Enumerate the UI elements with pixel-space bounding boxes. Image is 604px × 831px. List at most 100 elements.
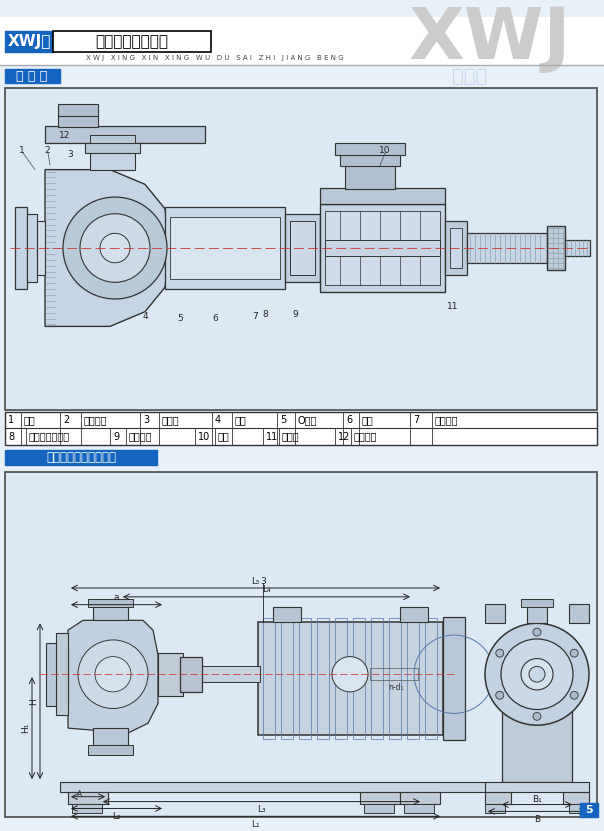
Bar	[502, 689, 572, 782]
Text: 10: 10	[379, 145, 391, 155]
Bar	[60, 782, 490, 792]
Text: 9: 9	[292, 310, 298, 319]
Bar	[258, 622, 443, 735]
Bar	[170, 217, 280, 279]
Bar	[93, 606, 128, 621]
Text: 12: 12	[338, 431, 350, 441]
Bar	[56, 633, 68, 715]
Text: 10: 10	[198, 431, 210, 441]
Text: 12: 12	[59, 130, 71, 140]
Bar	[485, 804, 505, 814]
Bar	[400, 792, 440, 804]
Text: 4: 4	[142, 312, 148, 321]
Polygon shape	[68, 621, 158, 733]
Bar	[345, 165, 395, 189]
Text: X W J   X I N G   X I N   X I N G   W U   D U   S A I   Z H I   J I A N G   B E : X W J X I N G X I N X I N G W U D U S A …	[86, 55, 344, 61]
Bar	[404, 804, 434, 814]
Text: 机组外形及安装尺寸图: 机组外形及安装尺寸图	[46, 450, 116, 464]
Bar	[335, 143, 405, 155]
Text: L₄: L₄	[262, 586, 271, 594]
Bar	[5, 450, 157, 465]
Bar	[450, 229, 462, 268]
Bar	[320, 204, 445, 293]
Bar	[485, 603, 505, 623]
Text: 5: 5	[177, 314, 183, 323]
Bar	[53, 31, 211, 52]
Bar	[285, 214, 320, 283]
Bar	[72, 804, 102, 814]
Circle shape	[533, 712, 541, 720]
Bar	[290, 220, 315, 275]
Bar	[364, 804, 394, 814]
Text: 挡水圈: 挡水圈	[282, 431, 300, 441]
Circle shape	[100, 234, 130, 263]
Text: 5: 5	[585, 805, 593, 815]
Bar	[58, 104, 98, 116]
Text: A: A	[77, 790, 83, 799]
Bar	[85, 143, 140, 153]
Bar	[547, 227, 565, 269]
Bar	[485, 792, 511, 804]
Bar	[5, 411, 597, 445]
Bar	[521, 599, 553, 607]
Text: 1: 1	[8, 415, 14, 425]
Text: 7: 7	[413, 415, 419, 425]
Bar	[340, 154, 400, 165]
Circle shape	[485, 623, 589, 725]
Circle shape	[78, 640, 148, 709]
Text: 结构图: 结构图	[452, 67, 487, 86]
Bar	[180, 656, 202, 692]
Bar	[90, 152, 135, 170]
Text: 1: 1	[19, 145, 25, 155]
Bar	[90, 135, 135, 143]
Bar	[88, 745, 133, 755]
Text: 2: 2	[44, 145, 50, 155]
Text: 新型无堵塞纸浆泵: 新型无堵塞纸浆泵	[95, 34, 169, 49]
Text: a: a	[114, 593, 119, 602]
Text: 9: 9	[113, 431, 119, 441]
Bar	[158, 652, 183, 696]
Bar	[370, 668, 418, 680]
Circle shape	[496, 691, 504, 699]
Bar	[281, 618, 293, 739]
Bar	[443, 617, 465, 740]
Circle shape	[533, 628, 541, 636]
Bar	[158, 666, 260, 682]
Text: 支架: 支架	[218, 431, 230, 441]
Text: 叶轮螺母: 叶轮螺母	[354, 431, 378, 441]
Text: XWJ: XWJ	[409, 5, 571, 74]
Circle shape	[501, 639, 573, 710]
Text: 11: 11	[266, 431, 278, 441]
Bar	[565, 240, 590, 256]
Text: L₂: L₂	[112, 812, 120, 821]
Circle shape	[570, 691, 578, 699]
Bar	[5, 472, 597, 817]
Text: B: B	[534, 814, 540, 824]
Text: 耐磨板: 耐磨板	[162, 415, 179, 425]
Text: L₃: L₃	[257, 805, 265, 814]
Bar	[407, 618, 419, 739]
Text: 3: 3	[260, 577, 266, 586]
Text: 6: 6	[346, 415, 352, 425]
Text: 调节螺杆: 调节螺杆	[84, 415, 108, 425]
Bar	[5, 69, 60, 83]
Bar	[325, 211, 440, 285]
Text: 悬架部件: 悬架部件	[129, 431, 152, 441]
Text: 5: 5	[280, 415, 286, 425]
Bar	[335, 618, 347, 739]
Text: 3: 3	[67, 150, 73, 160]
Bar	[93, 728, 128, 745]
Bar	[527, 606, 547, 623]
Bar	[0, 17, 604, 65]
Bar	[325, 240, 440, 256]
Bar	[27, 214, 37, 283]
Bar	[425, 618, 437, 739]
Text: 2: 2	[63, 415, 69, 425]
Text: 泵体: 泵体	[24, 415, 36, 425]
Circle shape	[80, 214, 150, 283]
Text: 4: 4	[215, 415, 221, 425]
Text: H: H	[30, 698, 39, 705]
Circle shape	[570, 649, 578, 657]
Bar	[400, 607, 428, 622]
Text: XWJ型: XWJ型	[7, 34, 51, 49]
